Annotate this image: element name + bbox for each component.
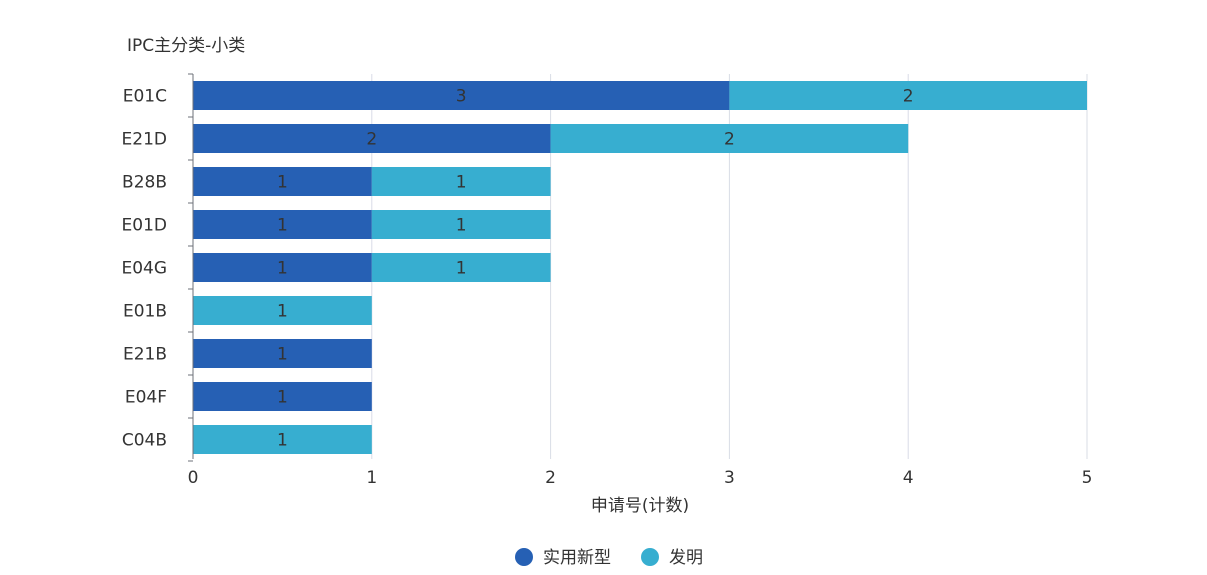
x-tick-label-5: 5 [1082,468,1093,488]
bar-value-label-E21D-series-1: 2 [724,130,735,150]
x-axis-title: 申请号(计数) [591,496,689,516]
bar-value-label-B28B-series-1: 1 [456,173,467,193]
category-label-E01D: E01D [122,216,167,236]
category-label-E21D: E21D [122,130,167,150]
bar-B28B-series-0[interactable] [193,167,372,196]
bar-E21B-series-0[interactable] [193,339,372,368]
bar-value-label-B28B-series-0: 1 [277,173,288,193]
bar-E01B-series-1[interactable] [193,296,372,325]
bar-E01D-series-0[interactable] [193,210,372,239]
category-label-C04B: C04B [122,431,167,451]
bar-E04G-series-1[interactable] [371,253,551,282]
bar-value-label-E04G-series-1: 1 [456,259,467,279]
bar-E21D-series-0[interactable] [193,124,551,153]
bar-C04B-series-1[interactable] [193,425,372,454]
x-tick-label-2: 2 [545,468,556,488]
axes [188,73,194,462]
bar-E04G-series-0[interactable] [193,253,372,282]
labels: 0 1 2 3 4 5 E01C 3 2 E21D 2 2 B28B 1 1 E01D 1 1 E04G 1 1 E01B… [121,87,1092,489]
bar-E21D-series-1[interactable] [550,124,909,153]
x-tick-label-1: 1 [366,468,377,488]
legend-label-series-1[interactable]: 发明 [669,548,703,568]
bar-value-label-E01C-series-0: 3 [456,87,467,107]
bar-value-label-E04G-series-0: 1 [277,259,288,279]
bar-B28B-series-1[interactable] [371,167,551,196]
bar-value-label-E21D-series-0: 2 [366,130,377,150]
x-tick-label-0: 0 [188,468,199,488]
category-label-E01B: E01B [123,302,167,322]
bar-value-label-E01B-series-1: 1 [277,302,288,322]
category-label-E21B: E21B [123,345,167,365]
legend: 实用新型 发明 [515,548,703,568]
bar-value-label-E01C-series-1: 2 [903,87,914,107]
legend-marker-series-1[interactable] [641,548,659,566]
bar-E01C-series-1[interactable] [729,81,1087,110]
category-label-E01C: E01C [123,87,167,107]
bar-E01D-series-1[interactable] [371,210,551,239]
bar-value-label-E01D-series-1: 1 [456,216,467,236]
legend-marker-series-0[interactable] [515,548,533,566]
bar-value-label-E04F-series-0: 1 [277,388,288,408]
bars [193,81,1087,454]
x-tick-label-3: 3 [724,468,735,488]
bar-E01C-series-0[interactable] [193,81,730,110]
bar-E04F-series-0[interactable] [193,382,372,411]
y-axis-title: IPC主分类-小类 [127,36,245,56]
bar-value-label-C04B-series-1: 1 [277,431,288,451]
legend-label-series-0[interactable]: 实用新型 [543,548,611,568]
category-label-E04G: E04G [121,259,167,279]
x-tick-label-4: 4 [903,468,914,488]
bar-value-label-E01D-series-0: 1 [277,216,288,236]
category-label-E04F: E04F [125,388,167,408]
category-label-B28B: B28B [122,173,167,193]
bar-value-label-E21B-series-0: 1 [277,345,288,365]
